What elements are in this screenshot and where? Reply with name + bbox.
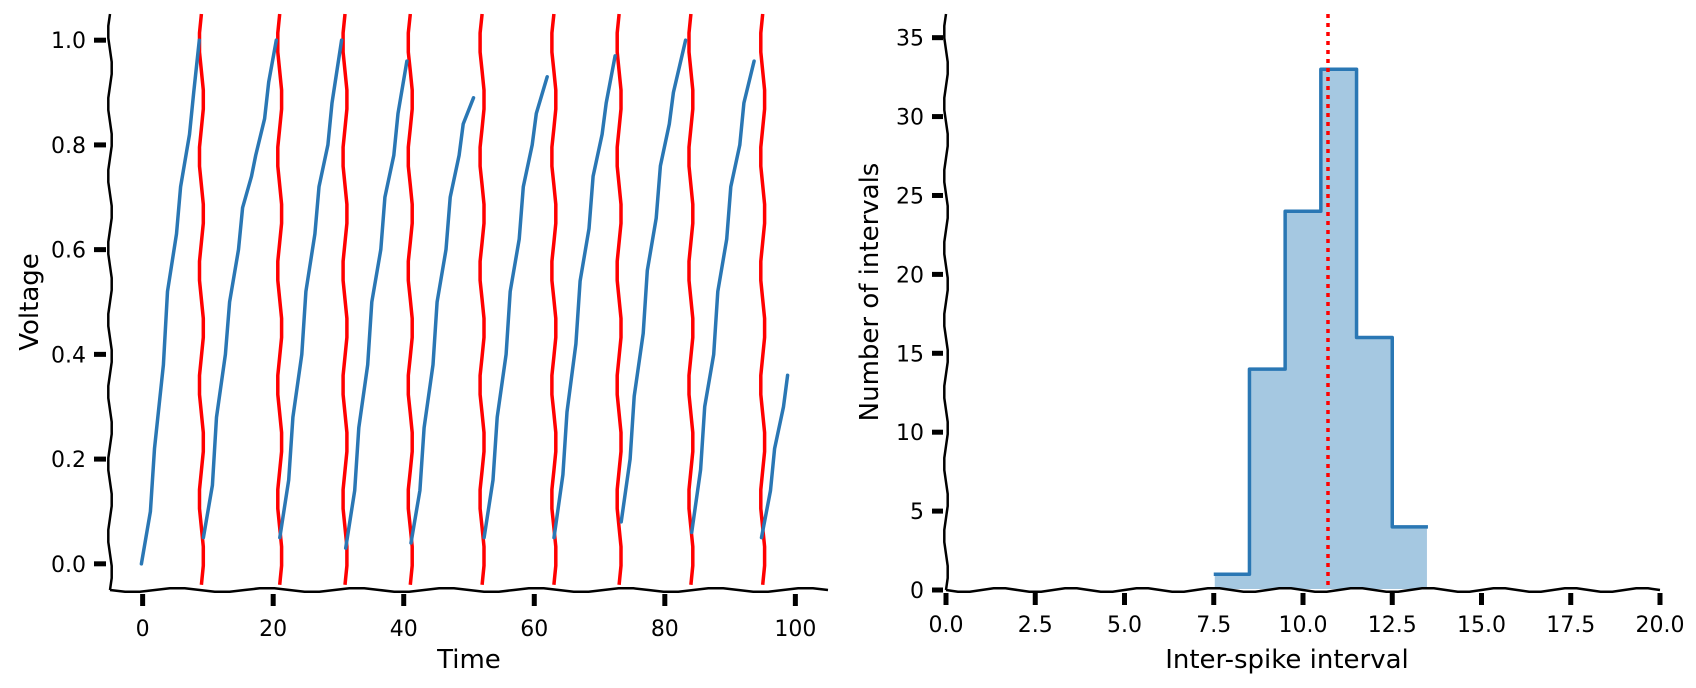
x-axis-label: Time xyxy=(436,645,501,675)
x-tick-label: 2.5 xyxy=(1018,613,1053,638)
x-tick-label: 40 xyxy=(390,617,418,642)
voltage-trace-segment xyxy=(139,38,202,566)
spike-line xyxy=(406,13,414,585)
y-tick-label: 35 xyxy=(896,27,924,52)
x-axis-label: Inter-spike interval xyxy=(1165,645,1409,675)
isi-histogram-panel: 0.0 2.5 5.0 7.5 10.0 12.5 15.0 17.5 20.0 0 5 10 15 20… xyxy=(855,13,1685,675)
x-tick-label: 80 xyxy=(651,617,679,642)
voltage-trace-segment xyxy=(759,373,790,540)
x-tick-label: 12.5 xyxy=(1368,613,1417,638)
voltage-trace-segment xyxy=(343,59,409,550)
y-tick-label: 0 xyxy=(910,579,924,604)
x-tick-label: 100 xyxy=(774,617,816,642)
spike-line xyxy=(615,13,623,585)
x-tick-label: 5.0 xyxy=(1107,613,1142,638)
voltage-trace-segment xyxy=(482,75,549,540)
voltage-trace-segment xyxy=(201,38,279,540)
y-tick-label: 10 xyxy=(896,421,924,446)
spike-line xyxy=(687,13,695,585)
y-tick-label: 15 xyxy=(896,342,924,367)
spike-line xyxy=(341,13,349,585)
x-axis-line xyxy=(109,587,829,593)
x-tick-label: 0 xyxy=(136,617,150,642)
spike-line xyxy=(478,13,486,585)
voltage-trace-segment xyxy=(689,59,756,535)
voltage-trace-panel: 0 20 40 60 80 100 0.0 0.2 0.4 0.6 0.8 1.0 Time Voltag… xyxy=(15,13,829,675)
spike-line xyxy=(759,13,767,585)
y-axis-line xyxy=(943,13,949,591)
histogram-outline xyxy=(1213,67,1428,576)
y-tick-label: 0.4 xyxy=(51,343,86,368)
x-tick-label: 10.0 xyxy=(1279,613,1328,638)
x-tick-label: 7.5 xyxy=(1196,613,1231,638)
spike-line xyxy=(276,13,284,585)
y-tick-label: 0.6 xyxy=(51,239,86,264)
y-tick-label: 0.0 xyxy=(51,553,86,578)
voltage-trace-segment xyxy=(552,54,617,540)
x-tick-label: 17.5 xyxy=(1546,613,1595,638)
y-tick-label: 20 xyxy=(896,263,924,288)
voltage-trace-segment xyxy=(278,38,344,540)
spike-line xyxy=(197,13,206,585)
voltage-trace-segment xyxy=(409,96,476,545)
spike-line xyxy=(550,13,558,585)
x-axis-line xyxy=(945,587,1661,593)
y-tick-label: 5 xyxy=(910,500,924,525)
x-tick-label: 0.0 xyxy=(929,613,964,638)
x-tick-label: 20.0 xyxy=(1636,613,1685,638)
y-axis-label: Number of intervals xyxy=(855,163,885,422)
y-tick-label: 0.2 xyxy=(51,448,86,473)
y-tick-label: 0.8 xyxy=(51,134,86,159)
y-axis-line xyxy=(107,13,113,591)
y-axis-label: Voltage xyxy=(15,253,45,351)
y-tick-label: 30 xyxy=(896,106,924,131)
x-tick-label: 60 xyxy=(520,617,548,642)
voltage-trace-segment xyxy=(619,38,688,524)
x-tick-label: 15.0 xyxy=(1457,613,1506,638)
x-tick-label: 20 xyxy=(259,617,287,642)
y-tick-label: 25 xyxy=(896,184,924,209)
y-tick-label: 1.0 xyxy=(51,29,86,54)
